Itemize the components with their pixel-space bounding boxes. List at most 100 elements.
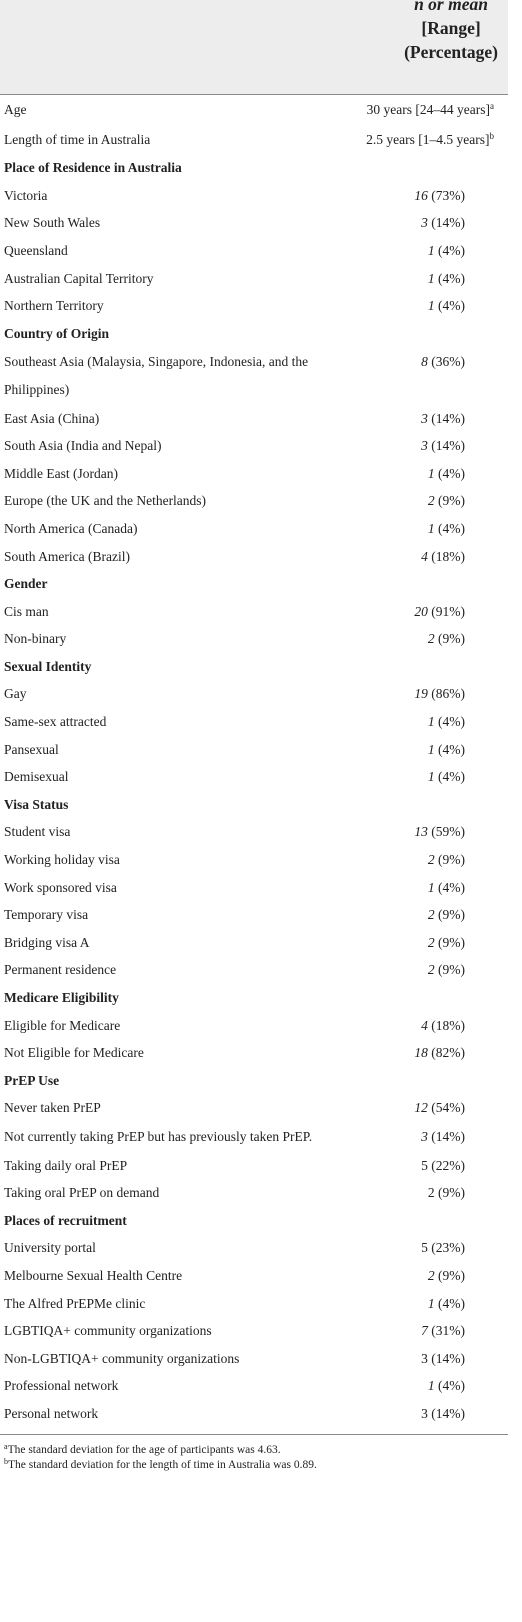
table-row: Not currently taking PrEP but has previo… xyxy=(0,1122,508,1152)
table-row: Eligible for Medicare 4 (18%) xyxy=(0,1012,508,1040)
row-label: Gay xyxy=(4,686,27,702)
row-value: 4 (18%) xyxy=(421,548,465,564)
row-label: Europe (the UK and the Netherlands) xyxy=(4,493,207,509)
table-row: Not Eligible for Medicare 18 (82%) xyxy=(0,1039,508,1067)
table-row: LGBTIQA+ community organizations 7 (31%) xyxy=(0,1317,508,1345)
table-row: North America (Canada) 1 (4%) xyxy=(0,515,508,543)
row-label: East Asia (China) xyxy=(4,410,100,426)
section-heading-row: PrEP Use xyxy=(0,1067,508,1095)
row-label: Working holiday visa xyxy=(4,852,120,868)
section-heading: Country of Origin xyxy=(4,325,110,341)
row-label: Permanent residence xyxy=(4,962,117,978)
row-value: 3 (14%) xyxy=(334,1399,508,1435)
section-heading: Places of recruitment xyxy=(4,1212,127,1228)
table-row: South America (Brazil) 4 (18%) xyxy=(0,543,508,571)
row-value: 3 (14%) xyxy=(421,215,465,231)
section-heading-row: Places of recruitment xyxy=(0,1207,508,1235)
section-heading-row: Medicare Eligibility xyxy=(0,984,508,1012)
row-label: Professional network xyxy=(4,1378,119,1394)
value-column-header: n or mean [Range] (Percentage) xyxy=(404,0,498,64)
table-row: Australian Capital Territory 1 (4%) xyxy=(0,265,508,293)
table-row: Middle East (Jordan) 1 (4%) xyxy=(0,460,508,488)
row-label: Never taken PrEP xyxy=(4,1100,101,1116)
row-label: New South Wales xyxy=(4,215,101,231)
row-value: 20 (91%) xyxy=(414,603,465,619)
footnote-b: bThe standard deviation for the length o… xyxy=(4,1457,317,1472)
table-row: Cis man 20 (91%) xyxy=(0,598,508,626)
row-value: 2 (9%) xyxy=(427,962,465,978)
table-row: Length of time in Australia 2.5 years [1… xyxy=(0,125,508,155)
column-header-line-3: (Percentage) xyxy=(404,42,498,62)
table-row: Working holiday visa 2 (9%) xyxy=(0,846,508,874)
row-value: 4 (18%) xyxy=(421,1017,465,1033)
row-value: 1 (4%) xyxy=(427,769,465,785)
row-label: Age xyxy=(4,102,27,117)
row-value: 18 (82%) xyxy=(414,1045,465,1061)
table-row: University portal 5 (23%) xyxy=(0,1234,508,1262)
row-value: 1 (4%) xyxy=(427,298,465,314)
table-footnotes: aThe standard deviation for the age of p… xyxy=(0,1435,508,1474)
table-row: Temporary visa 2 (9%) xyxy=(0,901,508,929)
row-value: 3 (14%) xyxy=(421,410,465,426)
section-heading: Sexual Identity xyxy=(4,658,92,674)
row-label: LGBTIQA+ community organizations xyxy=(4,1323,212,1339)
row-label: Middle East (Jordan) xyxy=(4,465,118,481)
table-row: New South Wales 3 (14%) xyxy=(0,209,508,237)
row-label: Demisexual xyxy=(4,769,69,785)
footnote-marker: a xyxy=(490,101,494,111)
row-value: 1 (4%) xyxy=(427,242,465,258)
row-value: 1 (4%) xyxy=(427,465,465,481)
table-row: Taking oral PrEP on demand 2 (9%) xyxy=(0,1179,508,1207)
row-value: 2 (9%) xyxy=(427,934,465,950)
row-value: 30 years [24–44 years]a xyxy=(366,101,494,118)
row-label: The Alfred PrEPMe clinic xyxy=(4,1295,146,1311)
row-value: 2 (9%) xyxy=(427,1185,465,1201)
table-row: Same-sex attracted 1 (4%) xyxy=(0,708,508,736)
row-value: 2 (9%) xyxy=(427,631,465,647)
table-row: Work sponsored visa 1 (4%) xyxy=(0,874,508,902)
table-header: n or mean [Range] (Percentage) xyxy=(0,0,508,95)
table-row: East Asia (China) 3 (14%) xyxy=(0,405,508,433)
table-row: The Alfred PrEPMe clinic 1 (4%) xyxy=(0,1290,508,1318)
section-heading-row: Country of Origin xyxy=(0,320,508,348)
row-label: Not Eligible for Medicare xyxy=(4,1045,144,1061)
row-label: Eligible for Medicare xyxy=(4,1017,121,1033)
table-row: Bridging visa A 2 (9%) xyxy=(0,929,508,957)
table-row: Demisexual 1 (4%) xyxy=(0,763,508,791)
table-row: South Asia (India and Nepal) 3 (14%) xyxy=(0,432,508,460)
row-label: Work sponsored visa xyxy=(4,879,117,895)
row-label: Student visa xyxy=(4,824,71,840)
table-row: Personal network 3 (14%) xyxy=(0,1399,508,1435)
table-row: Non-LGBTIQA+ community organizations 3 (1… xyxy=(0,1345,508,1373)
row-label: South America (Brazil) xyxy=(4,548,130,564)
section-heading: Place of Residence in Australia xyxy=(4,160,182,176)
row-label: Temporary visa xyxy=(4,907,89,923)
section-heading: Visa Status xyxy=(4,796,69,812)
row-value: 1 (4%) xyxy=(427,520,465,536)
column-header-line-1: n or mean xyxy=(414,0,488,14)
row-value: 3 (14%) xyxy=(421,1350,465,1366)
row-label: North America (Canada) xyxy=(4,520,138,536)
table-row: Professional network 1 (4%) xyxy=(0,1372,508,1400)
table-row: Europe (the UK and the Netherlands) 2 (9%… xyxy=(0,487,508,515)
row-label: Not currently taking PrEP but has previo… xyxy=(4,1128,313,1144)
row-label: South Asia (India and Nepal) xyxy=(4,438,162,454)
row-value: 16 (73%) xyxy=(414,187,465,203)
row-value: 1 (4%) xyxy=(427,714,465,730)
section-heading: Medicare Eligibility xyxy=(4,990,119,1005)
table-row: Southeast Asia (Malaysia, Singapore, Ind… xyxy=(0,347,508,404)
row-label: Cis man xyxy=(4,603,49,619)
row-label: Personal network xyxy=(0,1399,334,1435)
table-row: Student visa 13 (59%) xyxy=(0,818,508,846)
row-value: 2 (9%) xyxy=(427,852,465,868)
row-label: Melbourne Sexual Health Centre xyxy=(4,1267,183,1283)
row-value: 2 (9%) xyxy=(427,907,465,923)
table-row: Never taken PrEP 12 (54%) xyxy=(0,1094,508,1122)
table-row: Non-binary 2 (9%) xyxy=(0,625,508,653)
row-label: Non-LGBTIQA+ community organizations xyxy=(4,1350,240,1366)
row-value: 7 (31%) xyxy=(421,1323,465,1339)
section-heading-row: Gender xyxy=(0,570,508,598)
row-value: 13 (59%) xyxy=(414,824,465,840)
row-value: 1 (4%) xyxy=(427,741,465,757)
row-label: Non-binary xyxy=(4,631,67,647)
